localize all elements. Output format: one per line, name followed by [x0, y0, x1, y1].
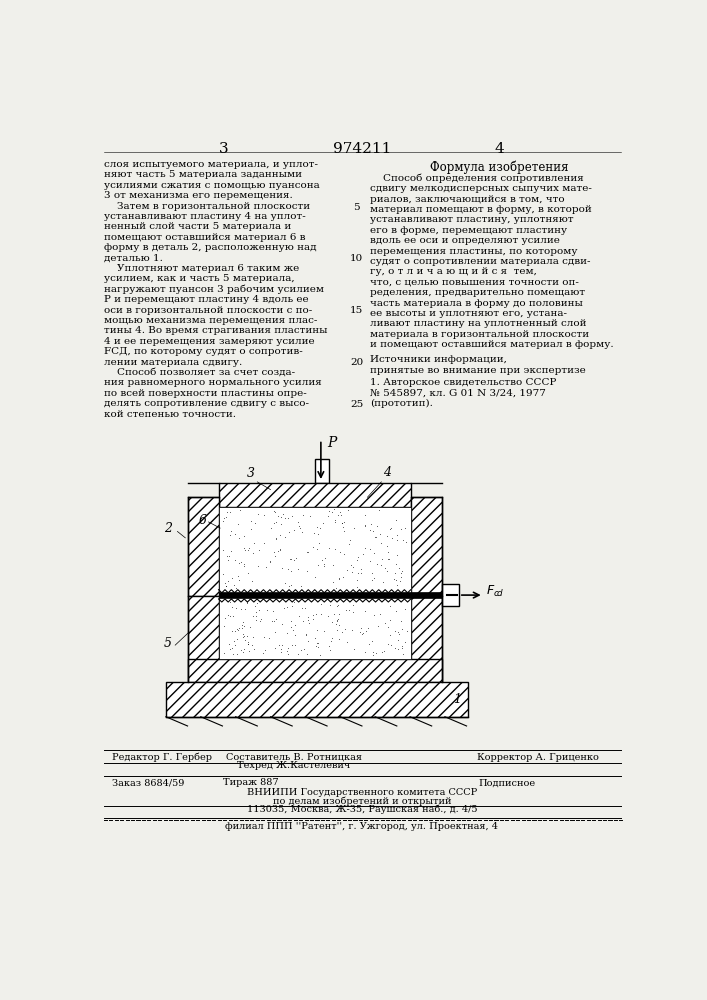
- Text: оси в горизонтальной плоскости с по-: оси в горизонтальной плоскости с по-: [104, 306, 312, 315]
- Text: ливают пластину на уплотненный слой: ливают пластину на уплотненный слой: [370, 319, 586, 328]
- Text: его в форме, перемещают пластину: его в форме, перемещают пластину: [370, 226, 567, 235]
- Text: 20: 20: [350, 358, 363, 367]
- Text: усилиями сжатия с помощью пуансона: усилиями сжатия с помощью пуансона: [104, 181, 320, 190]
- Text: риалов, заключающийся в том, что: риалов, заключающийся в том, что: [370, 195, 564, 204]
- Bar: [218, 483, 411, 507]
- Text: Составитель В. Ротницкая: Составитель В. Ротницкая: [226, 753, 362, 762]
- Bar: [218, 596, 411, 659]
- Text: Подписное: Подписное: [479, 778, 535, 787]
- Text: няют часть 5 материала заданными: няют часть 5 материала заданными: [104, 170, 302, 179]
- Text: слоя испытуемого материала, и уплот-: слоя испытуемого материала, и уплот-: [104, 160, 318, 169]
- Text: 6: 6: [198, 514, 206, 527]
- Text: филиал ППП ''Pатент'', г. Ужгород, ул. Проектная, 4: филиал ППП ''Pатент'', г. Ужгород, ул. П…: [226, 822, 498, 831]
- Bar: [187, 596, 218, 694]
- Text: 4: 4: [494, 142, 504, 156]
- Text: кой степенью точности.: кой степенью точности.: [104, 410, 236, 419]
- Bar: [442, 584, 459, 606]
- Text: Тираж 887: Тираж 887: [223, 778, 279, 787]
- Text: P и перемещают пластину 4 вдоль ее: P и перемещают пластину 4 вдоль ее: [104, 295, 308, 304]
- Text: Заказ 8684/59: Заказ 8684/59: [112, 778, 184, 787]
- Text: 4 и ее перемещения замеряют усилие: 4 и ее перемещения замеряют усилие: [104, 337, 315, 346]
- Text: ния равномерного нормального усилия: ния равномерного нормального усилия: [104, 378, 322, 387]
- Text: Источники информации,: Источники информации,: [370, 355, 507, 364]
- Text: деталью 1.: деталью 1.: [104, 254, 163, 263]
- Text: устанавливают пластину 4 на уплот-: устанавливают пластину 4 на уплот-: [104, 212, 305, 221]
- Text: часть материала в форму до половины: часть материала в форму до половины: [370, 299, 583, 308]
- Text: 3: 3: [247, 467, 255, 480]
- Text: 5: 5: [354, 203, 360, 212]
- Text: (прототип).: (прототип).: [370, 399, 433, 408]
- Text: 1: 1: [452, 693, 461, 706]
- Text: делять сопротивление сдвигу с высо-: делять сопротивление сдвигу с высо-: [104, 399, 309, 408]
- Bar: [187, 497, 218, 596]
- Text: устанавливают пластину, уплотняют: устанавливают пластину, уплотняют: [370, 215, 573, 224]
- Text: ВНИИПИ Государственного комитета СССР: ВНИИПИ Государственного комитета СССР: [247, 788, 477, 797]
- Text: 3 от механизма его перемещения.: 3 от механизма его перемещения.: [104, 191, 293, 200]
- Text: 2: 2: [164, 522, 172, 535]
- Text: 1. Авторское свидетельство СССР: 1. Авторское свидетельство СССР: [370, 378, 556, 387]
- Text: сдвигу мелкодисперсных сыпучих мате-: сдвигу мелкодисперсных сыпучих мате-: [370, 184, 592, 193]
- Text: Корректор А. Гриценко: Корректор А. Гриценко: [477, 753, 599, 762]
- Text: 15: 15: [350, 306, 363, 315]
- Text: 113035, Москва, Ж-35, Раушская наб., д. 4/5: 113035, Москва, Ж-35, Раушская наб., д. …: [247, 805, 477, 814]
- Text: гу, о т л и ч а ю щ и й с я  тем,: гу, о т л и ч а ю щ и й с я тем,: [370, 267, 537, 276]
- Text: по всей поверхности пластины опре-: по всей поверхности пластины опре-: [104, 389, 307, 398]
- Bar: [218, 592, 448, 598]
- Text: помещают оставшийся материал 6 в: помещают оставшийся материал 6 в: [104, 233, 305, 242]
- Text: 10: 10: [350, 254, 363, 263]
- Text: № 545897, кл. G 01 N 3/24, 1977: № 545897, кл. G 01 N 3/24, 1977: [370, 388, 546, 397]
- Text: 974211: 974211: [333, 142, 391, 156]
- Text: принятые во внимание при экспертизе: принятые во внимание при экспертизе: [370, 366, 585, 375]
- Text: форму в деталь 2, расположенную над: форму в деталь 2, расположенную над: [104, 243, 316, 252]
- Text: ее высоты и уплотняют его, устана-: ее высоты и уплотняют его, устана-: [370, 309, 567, 318]
- Bar: [411, 497, 442, 596]
- Text: материала в горизонтальной плоскости: материала в горизонтальной плоскости: [370, 330, 589, 339]
- Text: усилием, как и часть 5 материала,: усилием, как и часть 5 материала,: [104, 274, 295, 283]
- Text: 3: 3: [219, 142, 229, 156]
- Text: Редактор Г. Гербер: Редактор Г. Гербер: [112, 753, 211, 762]
- Bar: [166, 682, 468, 717]
- Text: Техред Ж.Кастелевич: Техред Ж.Кастелевич: [237, 761, 351, 770]
- Text: мощью механизма перемещения плас-: мощью механизма перемещения плас-: [104, 316, 317, 325]
- Text: тины 4. Во время страгивания пластины: тины 4. Во время страгивания пластины: [104, 326, 327, 335]
- Text: нагружают пуансон 3 рабочим усилием: нагружают пуансон 3 рабочим усилием: [104, 285, 324, 294]
- Text: Способ позволяет за счет созда-: Способ позволяет за счет созда-: [104, 368, 295, 377]
- Bar: [315, 459, 329, 483]
- Text: что, с целью повышения точности оп-: что, с целью повышения точности оп-: [370, 278, 578, 287]
- Text: Уплотняют материал 6 таким же: Уплотняют материал 6 таким же: [104, 264, 299, 273]
- Text: ненный слой части 5 материала и: ненный слой части 5 материала и: [104, 222, 291, 231]
- Text: 25: 25: [350, 400, 363, 409]
- Text: материал помещают в форму, в которой: материал помещают в форму, в которой: [370, 205, 592, 214]
- Text: P: P: [327, 436, 337, 450]
- Bar: [411, 596, 442, 694]
- Bar: [187, 659, 442, 682]
- Text: лении материала сдвигу.: лении материала сдвигу.: [104, 358, 242, 367]
- Text: Способ определения сопротивления: Способ определения сопротивления: [370, 174, 583, 183]
- Text: Формула изобретения: Формула изобретения: [430, 160, 568, 174]
- Text: судят о сопротивлении материала сдви-: судят о сопротивлении материала сдви-: [370, 257, 590, 266]
- Text: Затем в горизонтальной плоскости: Затем в горизонтальной плоскости: [104, 202, 310, 211]
- Text: перемещения пластины, по которому: перемещения пластины, по которому: [370, 247, 577, 256]
- Text: FСД, по которому судят о сопротив-: FСД, по которому судят о сопротив-: [104, 347, 303, 356]
- Text: 4: 4: [382, 466, 391, 479]
- Text: ределения, предварительно помещают: ределения, предварительно помещают: [370, 288, 585, 297]
- Text: 5: 5: [164, 637, 172, 650]
- Text: и помещают оставшийся материал в форму.: и помещают оставшийся материал в форму.: [370, 340, 614, 349]
- Text: по делам изобретений и открытий: по делам изобретений и открытий: [273, 796, 451, 806]
- Text: вдоль ее оси и определяют усилие: вдоль ее оси и определяют усилие: [370, 236, 559, 245]
- Bar: [218, 507, 411, 593]
- Text: $F_{c\!d}$: $F_{c\!d}$: [486, 584, 504, 599]
